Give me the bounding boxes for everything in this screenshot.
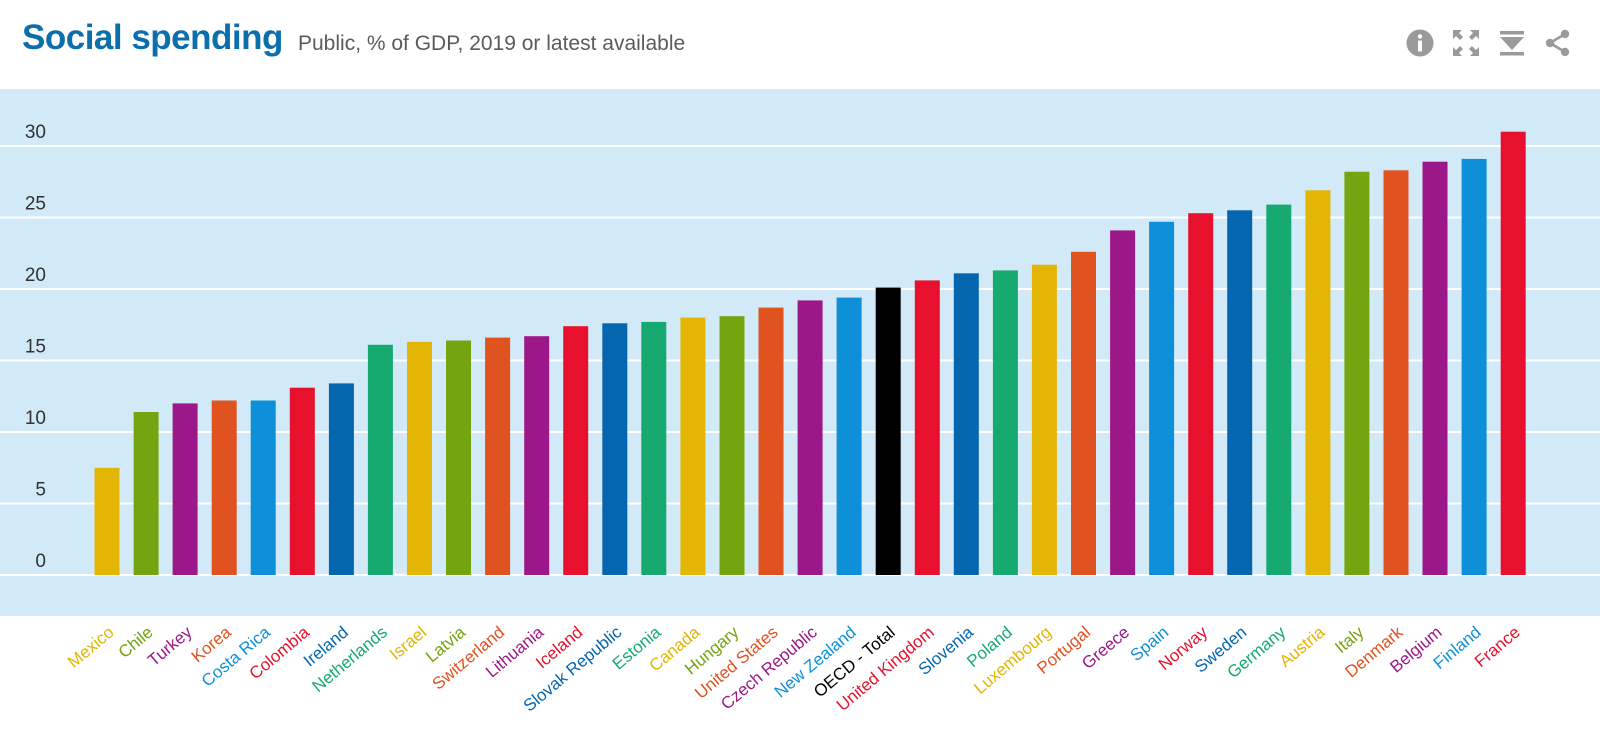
x-tick-label: France — [1471, 623, 1524, 672]
y-tick-label: 5 — [35, 480, 46, 501]
bar-chile[interactable]: Chile: 11.4 — [133, 412, 159, 575]
bar-ireland[interactable]: Ireland: 13.4 — [328, 383, 354, 575]
bar-belgium[interactable]: Belgium: 28.9 — [1422, 161, 1448, 575]
bar-spain[interactable]: Spain: 24.7 — [1149, 221, 1175, 576]
bar-austria[interactable]: Austria: 26.9 — [1305, 190, 1331, 576]
bar-greece[interactable]: Greece: 24.1 — [1110, 230, 1136, 575]
bar-poland[interactable]: Poland: 21.3 — [992, 270, 1018, 575]
bar-lithuania[interactable]: Lithuania: 16.7 — [524, 336, 550, 575]
info-icon[interactable] — [1404, 26, 1436, 60]
y-tick-label: 0 — [35, 551, 46, 572]
bar-denmark[interactable]: Denmark: 28.3 — [1383, 170, 1409, 576]
bar-latvia[interactable]: Latvia: 16.4 — [446, 340, 471, 576]
bar-slovenia[interactable]: Slovenia: 21.1 — [953, 273, 979, 575]
bar-new-zealand[interactable]: New Zealand: 19.4 — [836, 297, 862, 575]
bar-colombia[interactable]: Colombia: 13.1 — [289, 387, 315, 575]
bar-france[interactable]: France: 31 — [1500, 131, 1526, 575]
x-tick-label: Austria — [1276, 622, 1329, 671]
bar-estonia[interactable]: Estonia: 17.7 — [641, 321, 667, 575]
bar-germany[interactable]: Germany: 25.9 — [1266, 204, 1292, 575]
bar-canada[interactable]: Canada: 18 — [680, 317, 706, 575]
fullscreen-icon[interactable] — [1450, 26, 1482, 60]
download-icon[interactable] — [1496, 26, 1528, 60]
x-tick-label: Israel — [386, 623, 430, 664]
x-tick-label: Turkey — [144, 622, 196, 670]
bar-korea[interactable]: Korea: 12.2 — [211, 400, 237, 576]
bar-hungary[interactable]: Hungary: 18.1 — [719, 316, 745, 575]
bar-israel[interactable]: Israel: 16.3 — [407, 341, 432, 575]
x-tick-label: Mexico — [64, 623, 117, 672]
bar-finland[interactable]: Finland: 29.1 — [1461, 158, 1487, 575]
bar-united-kingdom[interactable]: United Kingdom: 20.6 — [914, 280, 940, 575]
bar-iceland[interactable]: Iceland: 17.4 — [563, 326, 589, 575]
y-tick-label: 30 — [25, 122, 46, 143]
bar-slovak-republic[interactable]: Slovak Republic: 17.6 — [602, 323, 628, 575]
bar-sweden[interactable]: Sweden: 25.5 — [1227, 210, 1253, 576]
bar-united-states[interactable]: United States: 18.7 — [758, 307, 784, 575]
bar-switzerland[interactable]: Switzerland: 16.6 — [485, 337, 511, 575]
bar-norway[interactable]: Norway: 25.3 — [1188, 213, 1214, 575]
y-tick-label: 15 — [25, 337, 46, 358]
share-icon[interactable] — [1542, 26, 1574, 60]
bar-italy[interactable]: Italy: 28.2 — [1344, 171, 1370, 575]
bar-portugal[interactable]: Portugal: 22.6 — [1071, 251, 1096, 576]
bar-costa-rica[interactable]: Costa Rica: 12.2 — [250, 400, 276, 576]
chart-header: Social spending Public, % of GDP, 2019 o… — [0, 0, 1600, 88]
bar-oecd-total[interactable]: OECD - Total: 20.1 — [875, 287, 901, 575]
bar-netherlands[interactable]: Netherlands: 16.1 — [367, 344, 393, 575]
y-tick-label: 10 — [25, 408, 46, 429]
chart-toolbar — [1404, 26, 1574, 60]
bar-czech-republic[interactable]: Czech Republic: 19.2 — [797, 300, 823, 575]
chart-title: Social spending — [22, 18, 283, 57]
bar-turkey[interactable]: Turkey: 12 — [172, 403, 198, 575]
y-tick-label: 25 — [25, 194, 46, 215]
bar-luxembourg[interactable]: Luxembourg: 21.7 — [1031, 264, 1057, 575]
bar-mexico[interactable]: Mexico: 7.5 — [94, 467, 120, 576]
y-tick-label: 20 — [25, 265, 46, 286]
chart-subtitle: Public, % of GDP, 2019 or latest availab… — [298, 32, 686, 55]
